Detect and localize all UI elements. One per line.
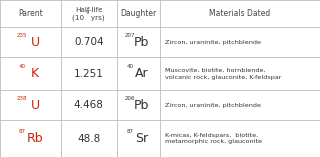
Text: Pb: Pb: [134, 99, 149, 112]
Text: Muscovite, biotite, hornblende,
volcanic rock, glauconite, K-feldspar: Muscovite, biotite, hornblende, volcanic…: [165, 68, 281, 80]
Text: 87: 87: [19, 129, 26, 134]
Text: 207: 207: [125, 33, 136, 38]
Text: U: U: [31, 99, 40, 112]
Text: Parent: Parent: [18, 9, 43, 18]
Text: 48.8: 48.8: [77, 134, 100, 143]
Text: 0.704: 0.704: [74, 37, 104, 47]
Text: Materials Dated: Materials Dated: [209, 9, 271, 18]
Text: Half-life: Half-life: [75, 7, 103, 13]
Text: 238: 238: [17, 96, 28, 101]
Text: 40: 40: [19, 64, 26, 69]
Text: K-micas, K-feldspars,  biotite,
metamorphic rock, glauconite: K-micas, K-feldspars, biotite, metamorph…: [165, 133, 262, 144]
Text: 87: 87: [127, 129, 134, 134]
Text: 235: 235: [17, 33, 28, 38]
Text: Rb: Rb: [27, 132, 44, 145]
Text: U: U: [31, 36, 40, 49]
Text: Daughter: Daughter: [120, 9, 156, 18]
Text: Sr: Sr: [135, 132, 148, 145]
Text: Pb: Pb: [134, 36, 149, 49]
Text: Ar: Ar: [135, 67, 148, 80]
Text: (10   yrs): (10 yrs): [73, 15, 105, 21]
Text: 1.251: 1.251: [74, 69, 104, 79]
Text: 206: 206: [125, 96, 136, 101]
Text: 9: 9: [85, 10, 89, 15]
Text: Zircon, uraninite, pitchblende: Zircon, uraninite, pitchblende: [165, 103, 261, 108]
Text: 40: 40: [127, 64, 134, 69]
Text: Zircon, uraninite, pitchblende: Zircon, uraninite, pitchblende: [165, 40, 261, 45]
Text: K: K: [31, 67, 39, 80]
Text: 4.468: 4.468: [74, 100, 104, 110]
